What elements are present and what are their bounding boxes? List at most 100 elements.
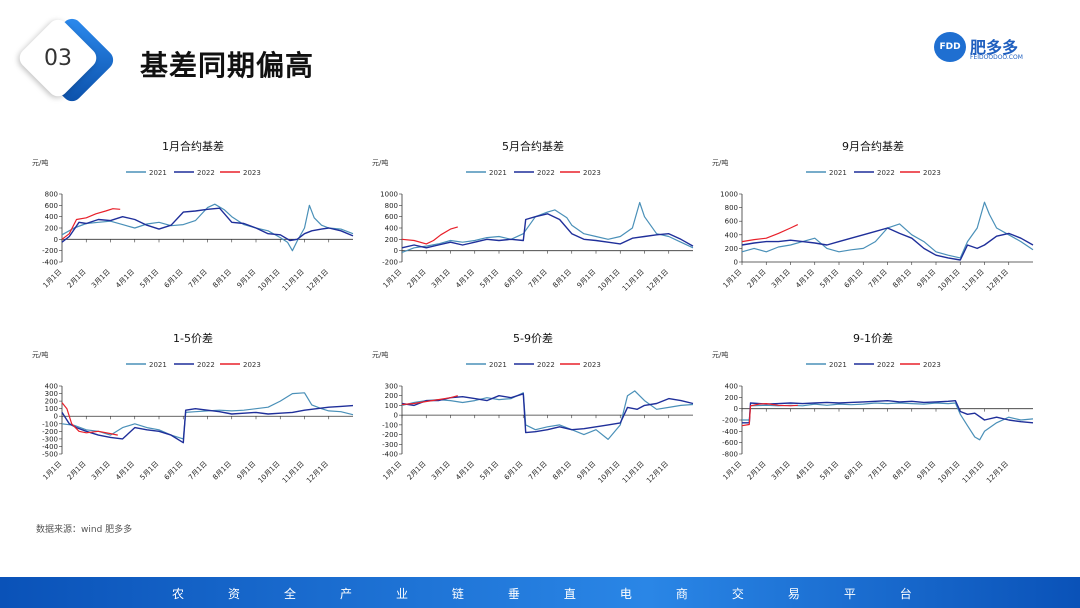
x-tick-label: 7月1日 (867, 268, 889, 290)
footer-char: 垂 (507, 587, 520, 601)
footer-banner: 农 资 全 产 业 链 垂 直 电 商 交 易 平 台 (0, 577, 1080, 608)
legend-label: 2023 (923, 169, 941, 177)
footer-char: 业 (395, 587, 408, 601)
page-title: 基差同期偏高 (140, 49, 315, 82)
chart-spread-5-9: 5-9价差 元/吨 2021 2022 2023 -400 -300 -200 -100 0 100… (368, 330, 698, 510)
x-tick-label: 1月1日 (382, 268, 404, 290)
x-tick-label: 9月1日 (236, 460, 258, 482)
y-tick-label: 200 (385, 236, 398, 244)
x-tick-label: 5月1日 (819, 460, 841, 482)
y-tick-label: -600 (722, 439, 738, 447)
x-tick-label: 12月1日 (645, 268, 670, 293)
y-tick-label: 200 (385, 392, 398, 400)
y-tick-label: -300 (42, 435, 58, 443)
footer-char: 商 (675, 587, 688, 601)
series-line-2023 (401, 395, 458, 406)
x-tick-label: 12月1日 (985, 460, 1010, 485)
x-tick-label: 11月1日 (281, 268, 306, 293)
x-tick-label: 10月1日 (597, 460, 622, 485)
x-tick-label: 3月1日 (770, 460, 792, 482)
footer-char: 交 (731, 587, 744, 601)
x-tick-label: 11月1日 (961, 268, 986, 293)
x-tick-label: 4月1日 (794, 460, 816, 482)
y-tick-label: 0 (734, 259, 738, 267)
legend-label: 2023 (583, 361, 601, 369)
x-tick-label: 7月1日 (187, 268, 209, 290)
y-tick-label: -400 (722, 428, 738, 436)
x-tick-label: 10月1日 (257, 268, 282, 293)
chart-title: 1月合约基差 (162, 139, 224, 153)
y-tick-label: -200 (382, 259, 398, 267)
x-tick-label: 8月1日 (891, 268, 913, 290)
footer-char: 全 (283, 587, 296, 601)
series-line-2022 (401, 213, 694, 249)
x-tick-label: 12月1日 (645, 460, 670, 485)
chart-title: 9-1价差 (853, 331, 893, 345)
x-tick-label: 1月1日 (382, 460, 404, 482)
y-tick-label: -400 (382, 451, 398, 459)
x-tick-label: 6月1日 (843, 268, 865, 290)
x-tick-label: 5月1日 (139, 268, 161, 290)
series-line-2023 (61, 402, 118, 436)
x-tick-label: 3月1日 (90, 460, 112, 482)
series-line-2023 (741, 224, 799, 243)
y-tick-label: 200 (45, 225, 58, 233)
y-tick-label: 200 (45, 398, 58, 406)
x-tick-label: 8月1日 (211, 460, 233, 482)
x-tick-label: 6月1日 (503, 268, 525, 290)
x-tick-label: 9月1日 (916, 460, 938, 482)
x-tick-label: 4月1日 (454, 460, 476, 482)
legend-label: 2022 (197, 169, 215, 177)
chart-title: 5-9价差 (513, 331, 553, 345)
x-tick-label: 7月1日 (527, 460, 549, 482)
x-tick-label: 5月1日 (479, 268, 501, 290)
x-tick-label: 10月1日 (257, 460, 282, 485)
y-tick-label: 0 (54, 413, 58, 421)
y-tick-label: 200 (725, 245, 738, 253)
chart-sep-contract-basis: 9月合约基差 元/吨 2021 2022 2023 0 200 400 600 800 1000 1月… (708, 138, 1038, 318)
series-line-2022 (742, 399, 1034, 424)
data-source-note: 数据来源：wind 肥多多 (36, 525, 133, 535)
x-tick-label: 2月1日 (406, 268, 428, 290)
legend-label: 2021 (489, 169, 507, 177)
chart-spread-1-5: 1-5价差 元/吨 2021 2022 2023 -500 -400 -300 -200 -100… (28, 330, 358, 510)
footer-char: 资 (227, 587, 240, 601)
chart-title: 5月合约基差 (502, 139, 564, 153)
y-tick-label: 400 (385, 225, 398, 233)
y-tick-label: -100 (42, 420, 58, 428)
x-tick-label: 5月1日 (479, 460, 501, 482)
footer-char: 电 (619, 587, 632, 601)
y-tick-label: 200 (725, 394, 738, 402)
x-tick-label: 9月1日 (916, 268, 938, 290)
y-tick-label: 0 (394, 412, 398, 420)
series-line-2021 (61, 203, 354, 252)
x-tick-label: 9月1日 (576, 460, 598, 482)
x-tick-label: 4月1日 (114, 460, 136, 482)
legend-label: 2023 (243, 361, 261, 369)
x-tick-label: 7月1日 (527, 268, 549, 290)
x-tick-label: 6月1日 (163, 460, 185, 482)
x-tick-label: 1月1日 (722, 460, 744, 482)
x-tick-label: 12月1日 (985, 268, 1010, 293)
legend-label: 2022 (877, 361, 895, 369)
y-tick-label: -400 (42, 443, 58, 451)
legend-label: 2021 (489, 361, 507, 369)
legend-label: 2021 (149, 361, 167, 369)
series-line-2022 (61, 207, 354, 243)
legend-label: 2021 (149, 169, 167, 177)
logo-mark-icon: FDD (934, 32, 966, 62)
x-tick-label: 3月1日 (90, 268, 112, 290)
y-tick-label: 300 (45, 390, 58, 398)
y-tick-label: 800 (385, 202, 398, 210)
x-tick-label: 6月1日 (163, 268, 185, 290)
legend-label: 2021 (829, 361, 847, 369)
x-tick-label: 11月1日 (621, 268, 646, 293)
x-tick-label: 1月1日 (722, 268, 744, 290)
y-tick-label: 800 (45, 191, 58, 199)
x-tick-label: 2月1日 (66, 268, 88, 290)
chart-title: 9月合约基差 (842, 139, 904, 153)
x-tick-label: 10月1日 (937, 460, 962, 485)
legend-label: 2021 (829, 169, 847, 177)
x-tick-label: 2月1日 (66, 460, 88, 482)
y-tick-label: -200 (42, 428, 58, 436)
